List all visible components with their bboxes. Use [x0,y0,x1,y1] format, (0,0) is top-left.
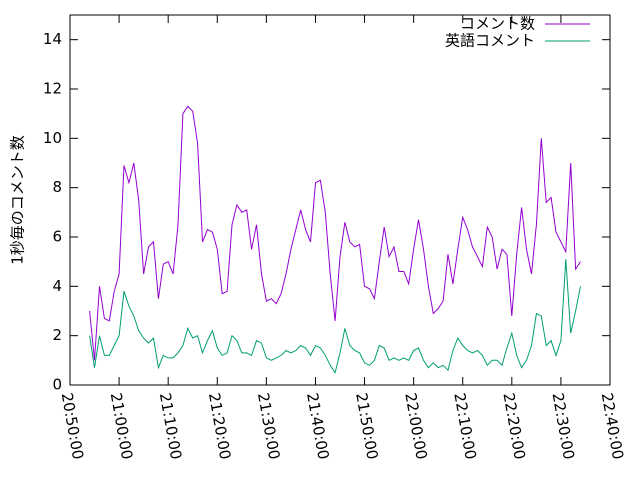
x-tick-label: 21:30:00 [254,391,283,460]
series-line [89,105,581,361]
x-tick-label: 21:20:00 [205,391,234,460]
y-tick-label: 2 [52,326,62,344]
x-tick-label: 22:30:00 [549,391,578,460]
y-tick-label: 0 [52,376,62,394]
x-tick-label: 22:00:00 [401,391,430,460]
x-tick-label: 20:50:00 [58,391,87,460]
x-tick-label: 22:20:00 [499,391,528,460]
y-tick-label: 6 [52,228,62,246]
x-tick-label: 22:40:00 [598,391,627,460]
legend-label: コメント数 [460,15,535,33]
x-tick-label: 21:50:00 [352,391,381,460]
x-tick-label: 21:40:00 [303,391,332,460]
y-tick-label: 12 [43,80,62,98]
y-tick-label: 4 [52,277,62,295]
x-tick-label: 22:10:00 [450,391,479,460]
y-tick-label: 8 [52,178,62,196]
x-tick-label: 21:10:00 [156,391,185,460]
y-tick-label: 14 [43,30,62,48]
x-tick-label: 21:00:00 [107,391,136,460]
y-tick-label: 10 [43,129,62,147]
series-line [89,259,581,374]
y-axis-label: 1秒毎のコメント数 [9,135,27,265]
legend-label: 英語コメント [445,32,535,50]
plot-border [69,14,611,386]
